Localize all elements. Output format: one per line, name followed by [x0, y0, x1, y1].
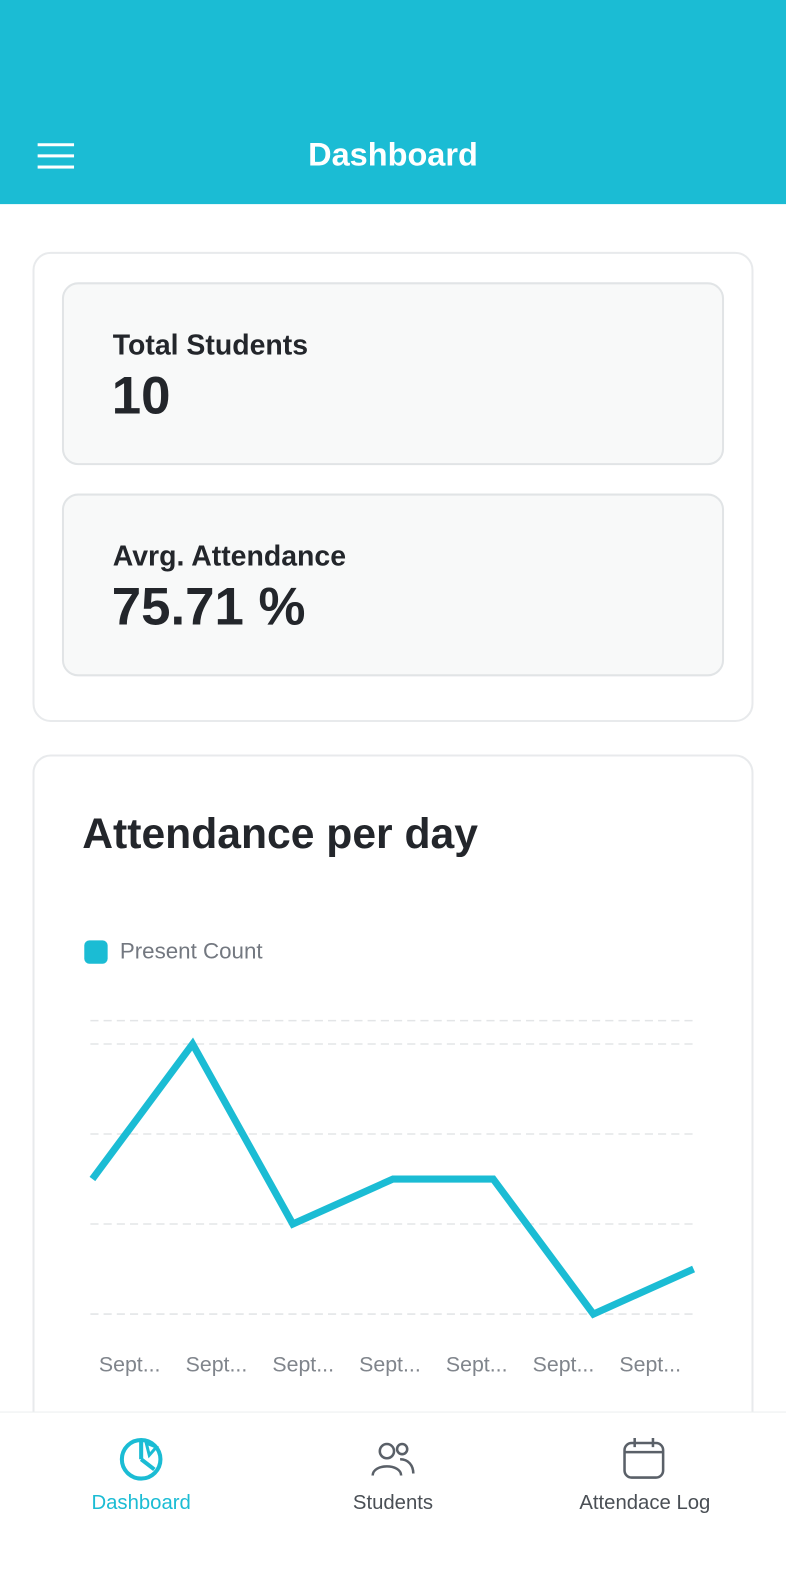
x-tick-label: Sept... — [446, 1352, 508, 1376]
stat-label: Avrg. Attendance — [112, 540, 347, 572]
stat-value: 10 — [111, 366, 171, 426]
students-icon — [371, 1442, 415, 1476]
legend-label: Present Count — [120, 938, 264, 963]
chart-title: Attendance per day — [82, 810, 478, 858]
app-bar: Dashboard — [0, 0, 786, 205]
x-tick-label: Sept... — [359, 1352, 421, 1376]
bottom-nav: Dashboard Students Attendace Log — [0, 1411, 786, 1593]
nav-item[interactable]: Attendace Log — [514, 1413, 776, 1535]
dashboard-icon — [119, 1437, 163, 1481]
legend-swatch — [84, 940, 108, 964]
x-tick-label: Sept... — [533, 1352, 595, 1376]
x-tick-label: Sept... — [99, 1352, 161, 1376]
chart-card — [32, 754, 754, 1486]
data-line — [89, 1037, 696, 1319]
stat-value: 75.71 % — [111, 577, 306, 637]
nav-item[interactable]: Dashboard — [10, 1413, 272, 1535]
x-tick-label: Sept... — [272, 1352, 334, 1376]
x-tick-label: Sept... — [619, 1352, 681, 1376]
x-tick-label: Sept... — [186, 1352, 248, 1376]
nav-label: Attendace Log — [579, 1491, 711, 1515]
nav-item[interactable]: Students — [262, 1413, 524, 1535]
stat-box: Avrg. Attendance 75.71 % — [61, 493, 725, 677]
menu-button[interactable] — [37, 143, 75, 169]
app-title: Dashboard — [308, 136, 478, 173]
stat-label: Total Students — [112, 329, 309, 361]
nav-label: Students — [352, 1491, 434, 1515]
calendar-icon — [623, 1437, 665, 1479]
stat-box: Total Students 10 — [61, 282, 725, 466]
nav-label: Dashboard — [91, 1491, 191, 1515]
